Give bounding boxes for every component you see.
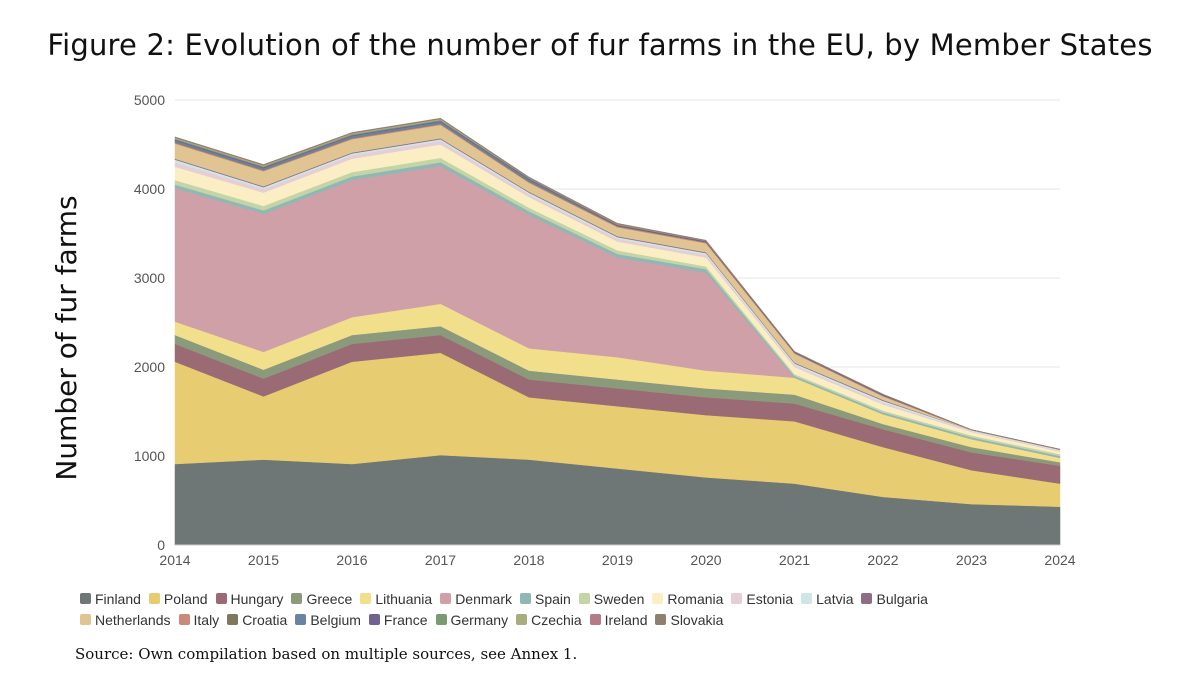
legend-swatch	[519, 593, 531, 604]
x-tick-label: 2016	[336, 552, 367, 568]
stacked-areas	[174, 117, 1061, 546]
legend-item-croatia: Croatia	[227, 612, 287, 628]
chart-title: Figure 2: Evolution of the number of fur…	[47, 28, 1153, 62]
legend-swatch	[178, 614, 190, 625]
legend-swatch	[578, 593, 590, 604]
legend-label: Netherlands	[95, 611, 171, 628]
legend-swatch	[655, 614, 667, 625]
legend-swatch	[291, 593, 303, 604]
legend-label: Spain	[534, 590, 571, 607]
legend-swatch	[516, 614, 528, 625]
legend-swatch	[295, 614, 307, 625]
x-tick-label: 2024	[1044, 552, 1075, 568]
y-tick-label: 1000	[134, 448, 165, 464]
y-tick-label: 4000	[134, 181, 165, 197]
legend-item-belgium: Belgium	[295, 612, 361, 628]
legend-item-finland: Finland	[80, 591, 141, 607]
legend-label: Ireland	[604, 611, 648, 628]
legend-label: Sweden	[593, 590, 645, 607]
legend-label: Hungary	[230, 590, 284, 607]
legend-swatch	[368, 614, 380, 625]
legend-swatch	[80, 614, 91, 625]
y-tick-label: 2000	[134, 359, 165, 375]
x-tick-label: 2021	[779, 552, 810, 568]
legend-swatch	[215, 593, 227, 604]
legend-item-france: France	[368, 611, 428, 628]
legend-item-bulgaria: Bulgaria	[861, 590, 928, 607]
legend-label: Lithuania	[375, 590, 433, 607]
y-axis-label: Number of fur farms	[50, 195, 83, 480]
x-tick-label: 2018	[513, 552, 544, 568]
legend-item-estonia: Estonia	[731, 591, 793, 607]
legend-label: France	[383, 611, 428, 628]
legend-label: Finland	[95, 590, 141, 607]
x-tick-label: 2022	[867, 552, 898, 568]
legend-label: Denmark	[455, 590, 512, 607]
legend-item-hungary: Hungary	[215, 590, 284, 607]
legend-label: Greece	[306, 590, 353, 607]
y-tick-label: 0	[157, 537, 165, 553]
legend-item-denmark: Denmark	[440, 591, 512, 607]
legend-item-lithuania: Lithuania	[360, 591, 432, 607]
legend-item-latvia: Latvia	[801, 591, 853, 607]
legend-label: Belgium	[310, 611, 361, 628]
legend-label: Poland	[163, 590, 208, 607]
legend-swatch	[652, 593, 664, 604]
legend-swatch	[440, 593, 452, 604]
legend-swatch	[731, 593, 743, 604]
legend-item-romania: Romania	[652, 591, 723, 607]
legend-label: Slovakia	[670, 611, 724, 628]
legend-item-poland: Poland	[148, 590, 208, 607]
x-tick-label: 2014	[159, 552, 190, 568]
x-tick-label: 2017	[425, 552, 456, 568]
legend-swatch	[360, 593, 372, 604]
legend-swatch	[435, 614, 447, 625]
legend-label: Croatia	[242, 611, 288, 628]
x-tick-label: 2015	[248, 552, 279, 568]
legend-item-sweden: Sweden	[578, 590, 645, 607]
legend-label: Germany	[450, 611, 509, 628]
x-tick-label: 2023	[956, 552, 987, 568]
legend-item-italy: Italy	[178, 611, 220, 628]
y-tick-label: 3000	[134, 270, 165, 286]
axes: 2014 2015 2016 2017 2018 2019 2020 2021 2022 2023…	[159, 544, 1076, 568]
legend-item-spain: Spain	[519, 590, 571, 607]
legend-label: Romania	[667, 590, 724, 607]
legend-item-slovakia: Slovakia	[655, 612, 723, 628]
y-tick-label: 5000	[134, 92, 165, 108]
legend-label: Czechia	[531, 611, 582, 628]
x-tick-label: 2019	[602, 552, 633, 568]
legend-swatch	[148, 593, 160, 604]
legend-label: Italy	[193, 611, 220, 628]
legend-item-germany: Germany	[435, 611, 509, 628]
legend-label: Estonia	[746, 590, 794, 607]
legend-swatch	[861, 593, 873, 604]
legend-label: Bulgaria	[876, 590, 928, 607]
area-series-slovakia	[174, 117, 1061, 450]
legend-swatch	[227, 614, 239, 625]
legend-item-netherlands: Netherlands	[80, 612, 171, 628]
legend-swatch	[589, 614, 601, 625]
legend-row: Finland Poland Hungary Greece Lithuania Denma…	[80, 588, 1120, 609]
source-note: Source: Own compilation based on multipl…	[75, 645, 578, 663]
legend-swatch	[80, 593, 91, 604]
legend-item-czechia: Czechia	[516, 612, 582, 628]
legend-label: Latvia	[816, 590, 854, 607]
legend: Finland Poland Hungary Greece Lithuania Denma…	[80, 588, 1120, 630]
legend-item-greece: Greece	[291, 591, 352, 607]
legend-swatch	[801, 593, 813, 604]
legend-item-ireland: Ireland	[589, 611, 648, 628]
legend-row: Netherlands Italy Croatia Belgium France Germ…	[80, 609, 1120, 630]
x-tick-label: 2020	[690, 552, 721, 568]
